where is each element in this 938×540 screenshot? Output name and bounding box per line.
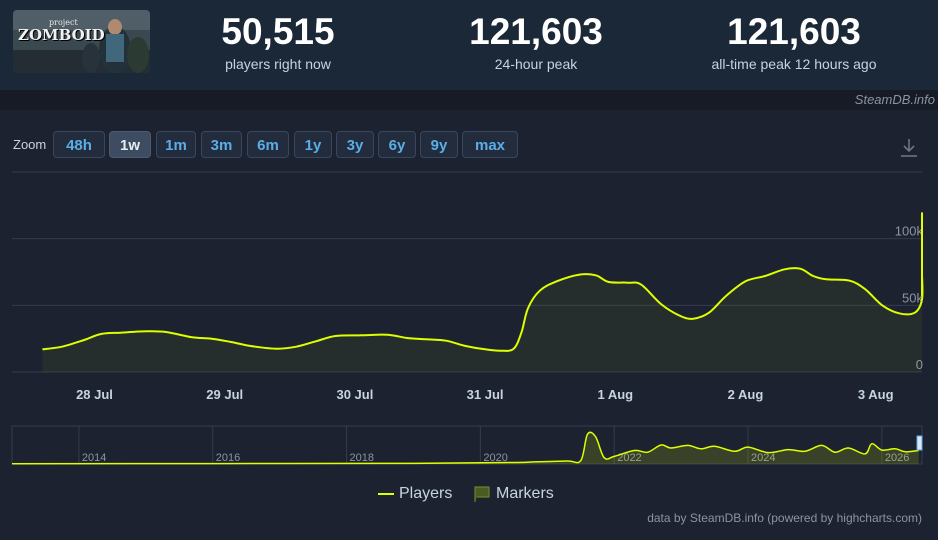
zoom-label: Zoom [13, 137, 47, 152]
x-tick-label: 28 Jul [76, 387, 113, 402]
zoom-3m-button[interactable]: 3m [201, 131, 242, 158]
zoom-max-button[interactable]: max [462, 131, 518, 158]
stat-24h-peak: 121,603 24-hour peak [416, 10, 656, 72]
zoom-3y-button[interactable]: 3y [336, 131, 374, 158]
x-tick-label: 29 Jul [206, 387, 243, 402]
x-tick-label: 31 Jul [467, 387, 504, 402]
player-chart[interactable]: 0 50k 100k 28 Jul 29 Jul 30 Jul 31 Jul 1 Aug 2 … [0, 160, 938, 480]
stat-current-players: 50,515 players right now [158, 10, 398, 72]
game-art [13, 10, 150, 73]
y-tick-label: 100k [895, 224, 924, 239]
chart-grid [12, 171, 922, 373]
x-axis-ticks: 28 Jul 29 Jul 30 Jul 31 Jul 1 Aug 2 Aug 3 Aug [76, 387, 893, 402]
flag-icon [474, 486, 490, 502]
legend-label: Markers [496, 485, 554, 502]
navigator-area [12, 432, 919, 464]
navigator-handle[interactable] [916, 435, 923, 451]
game-logo-small-text: project [49, 18, 78, 27]
navigator-tick-label: 2020 [483, 452, 507, 464]
series-line [42, 212, 924, 352]
source-tag[interactable]: SteamDB.info [854, 92, 935, 107]
zoom-48h-button[interactable]: 48h [53, 131, 105, 158]
navigator-frame [11, 425, 923, 465]
navigator-tick-label: 2018 [350, 452, 374, 464]
navigator-tick-label: 2026 [885, 452, 909, 464]
navigator-tick-label: 2014 [82, 452, 106, 464]
stat-value: 50,515 [221, 11, 335, 52]
stats-bar: project ZOMBOID 50,515 players right now… [0, 0, 938, 90]
zoom-9y-button[interactable]: 9y [420, 131, 458, 158]
chart-credits[interactable]: data by SteamDB.info (powered by highcha… [647, 511, 922, 525]
stat-value: 121,603 [727, 11, 861, 52]
zoom-6y-button[interactable]: 6y [378, 131, 416, 158]
source-tag-bar: SteamDB.info [0, 90, 938, 110]
stat-label: all-time peak 12 hours ago [711, 56, 877, 72]
download-icon[interactable] [899, 137, 919, 159]
x-tick-label: 30 Jul [336, 387, 373, 402]
legend-label: Players [399, 485, 453, 502]
game-logo[interactable]: project ZOMBOID [13, 10, 150, 73]
series-players[interactable] [42, 212, 924, 372]
series-area [42, 213, 923, 372]
zoom-1y-button[interactable]: 1y [294, 131, 332, 158]
y-tick-label: 50k [902, 290, 923, 305]
chart-legend: Players Markers [0, 485, 938, 505]
stat-label: 24-hour peak [494, 56, 578, 72]
game-logo-text: ZOMBOID [18, 26, 105, 44]
zoom-6m-button[interactable]: 6m [247, 131, 289, 158]
y-axis-ticks: 0 50k 100k [895, 224, 924, 372]
navigator-tick-label: 2016 [216, 452, 240, 464]
navigator-line [11, 431, 919, 465]
navigator[interactable]: 2014 2016 2018 2020 2022 2024 2026 [11, 425, 923, 465]
zoom-1m-button[interactable]: 1m [156, 131, 196, 158]
stat-label: players right now [225, 56, 331, 72]
navigator-tick-label: 2022 [617, 452, 641, 464]
x-tick-label: 1 Aug [597, 387, 633, 402]
navigator-tick-label: 2024 [751, 452, 775, 464]
stat-value: 121,603 [469, 11, 603, 52]
x-tick-label: 3 Aug [858, 387, 894, 402]
stat-all-time-peak: 121,603 all-time peak 12 hours ago [674, 10, 914, 72]
zoom-1w-button[interactable]: 1w [109, 131, 151, 158]
legend-line-icon [378, 493, 394, 495]
x-tick-label: 2 Aug [728, 387, 764, 402]
y-tick-label: 0 [916, 357, 923, 372]
